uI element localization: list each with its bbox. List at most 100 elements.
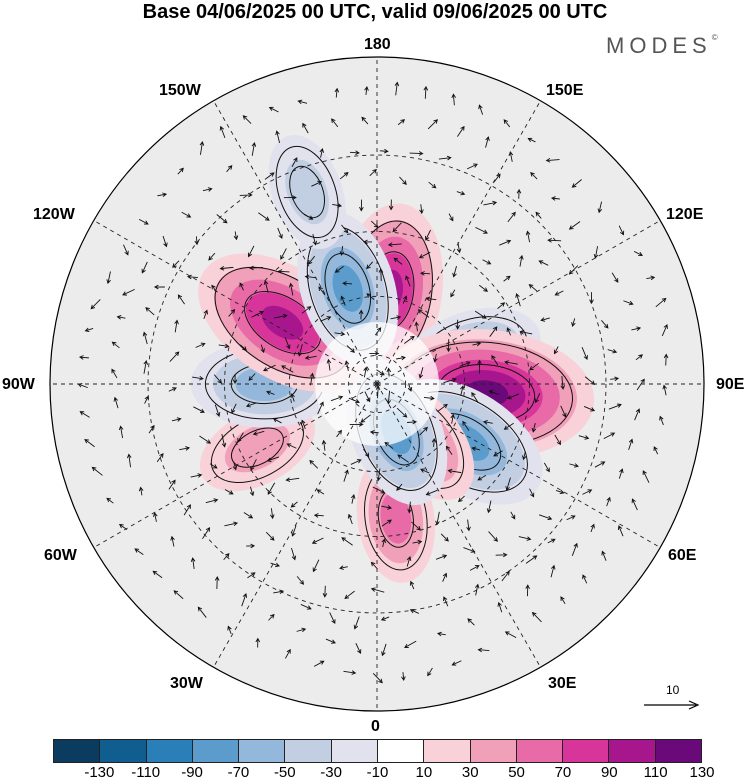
- wind-arrow: [633, 251, 644, 257]
- colorbar-swatch: [54, 740, 101, 762]
- wind-arrow: [173, 590, 184, 600]
- wind-arrow: [290, 393, 295, 402]
- wind-arrow: [608, 403, 622, 410]
- wind-arrow: [396, 407, 408, 418]
- wind-arrow: [450, 289, 456, 298]
- wind-arrow: [571, 318, 576, 327]
- wind-arrow: [419, 204, 424, 215]
- wind-arrow: [590, 523, 595, 533]
- wind-arrow: [312, 559, 320, 573]
- wind-arrow: [346, 345, 355, 353]
- wind-arrow: [436, 631, 446, 637]
- wind-arrow: [459, 361, 471, 367]
- wind-arrow: [172, 260, 180, 268]
- negative-anomaly-center: [268, 134, 346, 250]
- wind-arrow: [291, 157, 298, 167]
- wind-arrow: [262, 364, 276, 372]
- wind-arrow: [581, 347, 588, 361]
- wind-arrow: [266, 390, 275, 395]
- meridian-line: [376, 383, 661, 548]
- wind-arrow: [404, 640, 417, 648]
- wind-arrow: [372, 486, 386, 494]
- wind-arrow: [506, 393, 520, 400]
- latitude-circle: [147, 154, 607, 614]
- wind-arrow: [326, 358, 332, 371]
- streamline: [324, 253, 372, 324]
- wind-arrow: [297, 99, 308, 105]
- wind-arrow: [169, 351, 180, 362]
- wind-arrow: [240, 344, 247, 351]
- streamline: [244, 291, 322, 355]
- wind-arrow: [507, 211, 516, 223]
- colorbar-swatch: [331, 740, 378, 762]
- wind-arrow: [488, 531, 498, 542]
- wind-arrow: [309, 372, 315, 386]
- wind-arrow: [618, 225, 625, 236]
- wind-arrow: [388, 199, 394, 211]
- wind-arrow: [659, 415, 664, 426]
- polar-map: [49, 56, 705, 712]
- wind-arrow: [488, 390, 499, 395]
- wind-arrow: [379, 148, 389, 154]
- wind-arrow: [457, 125, 465, 137]
- latitude-circle: [347, 354, 407, 414]
- wind-arrow: [420, 468, 430, 474]
- wind-arrow: [313, 513, 324, 518]
- wind-arrow: [420, 271, 431, 276]
- wind-arrow: [364, 86, 369, 95]
- wind-arrow: [138, 218, 149, 225]
- wind-arrow: [497, 302, 506, 309]
- wind-arrow: [662, 384, 667, 396]
- wind-arrow: [363, 366, 368, 378]
- wind-arrow: [376, 468, 381, 482]
- wind-arrow: [510, 511, 516, 520]
- wind-arrow: [116, 315, 126, 320]
- wind-arrow: [349, 422, 364, 427]
- wind-arrow: [607, 349, 618, 354]
- wind-arrow: [381, 519, 392, 527]
- brand-logo: MODES©: [606, 33, 718, 59]
- wind-arrow: [525, 584, 530, 597]
- wind-arrow: [554, 290, 564, 296]
- wind-arrow: [332, 203, 343, 208]
- wind-arrow: [655, 297, 667, 308]
- anomaly-contour-fill: [332, 265, 364, 312]
- wind-arrow: [318, 286, 326, 296]
- brand-mark: ©: [711, 33, 718, 42]
- wind-arrow: [334, 266, 344, 273]
- wind-arrow: [462, 420, 470, 431]
- wind-arrow: [349, 150, 360, 155]
- wind-arrow: [319, 147, 325, 158]
- wind-arrow: [401, 672, 406, 682]
- wind-arrow: [471, 392, 479, 404]
- wind-arrow: [392, 222, 402, 233]
- wind-arrow: [268, 106, 279, 113]
- wind-arrow: [214, 576, 220, 589]
- colorbar-swatch: [470, 740, 517, 762]
- wind-arrow: [343, 469, 349, 482]
- colorbar-tick-label: -90: [181, 764, 203, 781]
- wind-arrow: [409, 608, 419, 614]
- wind-arrow: [320, 316, 332, 322]
- wind-arrow: [264, 172, 275, 180]
- wind-arrow: [560, 376, 566, 390]
- wind-arrow: [296, 627, 307, 633]
- wind-arrow: [359, 199, 364, 212]
- wind-arrow: [360, 414, 371, 423]
- wind-arrow: [396, 483, 403, 491]
- wind-arrow: [350, 459, 362, 465]
- wind-arrow: [466, 163, 478, 170]
- wind-arrow: [438, 155, 452, 161]
- wind-arrow: [611, 272, 619, 283]
- wind-arrow: [397, 119, 406, 126]
- wind-arrow: [409, 151, 424, 156]
- wind-arrow: [477, 359, 482, 374]
- anomaly-contour-fill: [285, 159, 329, 225]
- wind-arrow: [418, 367, 424, 379]
- wind-arrow: [628, 438, 634, 450]
- wind-arrow: [111, 368, 118, 379]
- wind-arrow: [445, 445, 453, 455]
- wind-arrow: [482, 420, 493, 425]
- wind-arrow: [231, 403, 237, 414]
- wind-arrow: [503, 119, 511, 128]
